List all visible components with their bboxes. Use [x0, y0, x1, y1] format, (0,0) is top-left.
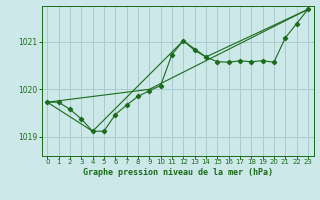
X-axis label: Graphe pression niveau de la mer (hPa): Graphe pression niveau de la mer (hPa): [83, 168, 273, 177]
